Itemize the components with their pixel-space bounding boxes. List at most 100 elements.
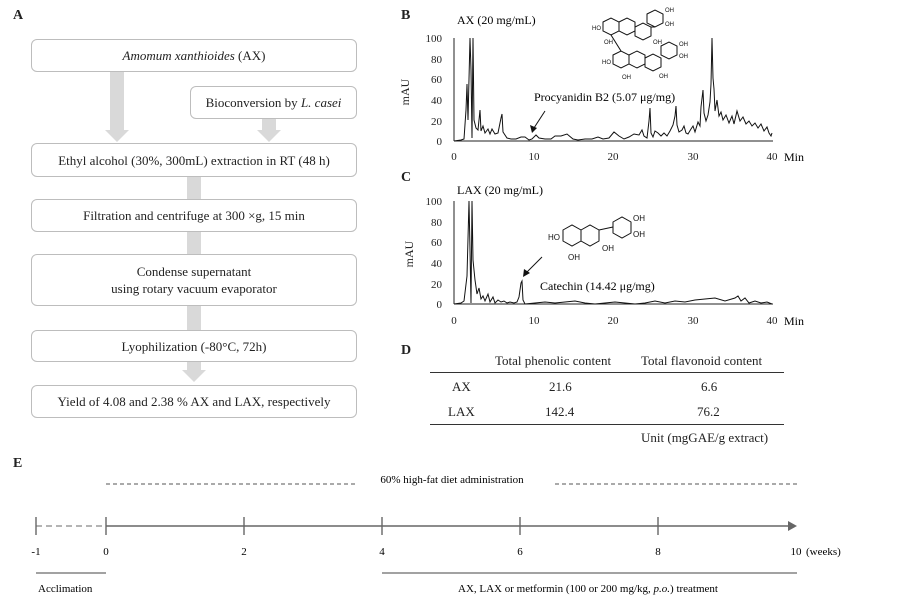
atom-label: OH — [659, 74, 668, 80]
timeline-tick-labels: -1 0 2 4 6 8 10 — [31, 546, 802, 558]
treatment-text: AX, LAX or metformin (100 or 200 mg/kg, — [458, 583, 654, 595]
atom-label: OH — [665, 8, 674, 14]
y-tick-label: 100 — [426, 33, 443, 45]
chromatogram-trace — [453, 37, 773, 142]
atom-label: OH — [633, 214, 645, 223]
filtration-text: Filtration and centrifuge at 300 ×g, 15 … — [83, 208, 305, 223]
flow-arrow-shaft — [187, 177, 201, 199]
flow-step-lyophilization: Lyophilization (-80°C, 72h) — [31, 330, 357, 362]
y-tick-label: 80 — [431, 217, 443, 229]
week-label: 6 — [517, 546, 523, 558]
timeline-ticks — [35, 517, 659, 535]
experiment-timeline: 60% high-fat diet administration -1 0 2 … — [31, 474, 841, 595]
y-tick-label: 0 — [437, 299, 443, 311]
catechin-atoms: HO OH OH OH OH — [548, 214, 645, 262]
flow-arrow-shaft — [187, 362, 201, 370]
y-tick-label: 20 — [431, 116, 443, 128]
chromatogram-lax-label: LAX (20 mg/mL) — [457, 183, 543, 197]
flow-step-condense: Condense supernatant using rotary vacuum… — [31, 254, 357, 306]
panel-label-c: C — [401, 170, 412, 185]
y-tick-label: 60 — [431, 237, 443, 249]
atom-label: OH — [622, 75, 631, 81]
week-label: 2 — [241, 546, 247, 558]
chromatogram-ax-label: AX (20 mg/mL) — [457, 13, 536, 27]
x-axis-unit: Min — [784, 314, 804, 328]
flow-arrow-head — [105, 130, 129, 142]
strain-name: L. casei — [300, 95, 342, 110]
flow-arrow-shaft — [187, 232, 201, 254]
condense-line-1: Condense supernatant — [136, 264, 252, 279]
x-tick-label: 30 — [688, 151, 700, 163]
week-unit: (weeks) — [806, 546, 841, 558]
y-tick-label: 80 — [431, 54, 443, 66]
flow-arrow-head — [257, 130, 281, 142]
x-tick-label: 0 — [451, 315, 457, 327]
diet-period-label: 60% high-fat diet administration — [380, 474, 524, 486]
x-tick-label: 40 — [767, 315, 779, 327]
table-unit: Unit (mgGAE/g extract) — [641, 430, 769, 445]
atom-label: HO — [548, 233, 560, 242]
panel-label-b: B — [401, 8, 411, 23]
y-tick-labels: 100 80 60 40 20 0 — [426, 33, 443, 148]
y-tick-label: 40 — [431, 95, 443, 107]
y-tick-label: 40 — [431, 258, 443, 270]
y-tick-label: 100 — [426, 196, 443, 208]
table-header-flavonoid: Total flavonoid content — [641, 353, 763, 368]
x-tick-labels: 0 10 20 30 40 — [451, 151, 778, 163]
condense-line-2: using rotary vacuum evaporator — [111, 281, 277, 296]
species-name: Amomum xanthioides — [122, 48, 235, 63]
table-row-label: LAX — [448, 404, 475, 419]
x-axis-unit: Min — [784, 150, 804, 164]
panel-label-e: E — [13, 456, 23, 471]
y-tick-label: 20 — [431, 279, 443, 291]
flow-step-filtration: Filtration and centrifuge at 300 ×g, 15 … — [31, 199, 357, 232]
x-tick-label: 10 — [529, 151, 541, 163]
catechin-structure — [562, 216, 632, 247]
x-tick-label: 40 — [767, 151, 779, 163]
table-rule-bottom — [430, 424, 784, 425]
annotation-arrowhead — [530, 125, 537, 133]
species-abbrev: (AX) — [234, 48, 266, 63]
chromatogram-trace — [453, 200, 773, 305]
flow-step-extraction: Ethyl alcohol (30%, 300mL) extraction in… — [31, 143, 357, 177]
table-cell-phenolic: 142.4 — [545, 404, 575, 419]
acclimation-label: Acclimation — [38, 583, 93, 595]
table-cell-flavonoid: 6.6 — [701, 379, 718, 394]
atom-label: HO — [602, 60, 611, 66]
week-label: 0 — [103, 546, 109, 558]
x-tick-labels: 0 10 20 30 40 — [451, 315, 778, 327]
chromatogram-lax: LAX (20 mg/mL) mAU 100 80 60 40 20 0 0 1… — [402, 183, 804, 328]
flow-arrow-shaft — [187, 306, 201, 330]
treatment-route: p.o. — [653, 583, 671, 595]
atom-label: HO — [592, 26, 601, 32]
procyanidin-annotation: Procyanidin B2 (5.07 μg/mg) — [534, 90, 675, 104]
yield-text: Yield of 4.08 and 2.38 % AX and LAX, res… — [57, 394, 331, 409]
flow-step-bioconversion: Bioconversion by L. casei — [190, 86, 357, 119]
procyanidin-b2-structure — [602, 9, 678, 72]
bioconversion-text: Bioconversion by — [205, 95, 301, 110]
y-axis-label: mAU — [402, 240, 416, 267]
x-tick-label: 20 — [608, 315, 620, 327]
table-cell-flavonoid: 76.2 — [697, 404, 720, 419]
table-row-label: AX — [452, 379, 471, 394]
atom-label: OH — [679, 42, 688, 48]
chromatogram-ax: AX (20 mg/mL) mAU 100 80 60 40 20 0 0 10… — [398, 8, 804, 164]
atom-label: OH — [568, 253, 580, 262]
table-cell-phenolic: 21.6 — [549, 379, 572, 394]
flow-step-plant: Amomum xanthioides (AX) — [31, 39, 357, 72]
x-tick-label: 10 — [529, 315, 541, 327]
week-label: 8 — [655, 546, 661, 558]
atom-label: OH — [633, 230, 645, 239]
atom-label: OH — [602, 244, 614, 253]
week-label: 10 — [791, 546, 803, 558]
treatment-text-end: ) treatment — [670, 583, 718, 595]
y-tick-label: 0 — [437, 136, 443, 148]
atom-label: OH — [679, 54, 688, 60]
treatment-label: AX, LAX or metformin (100 or 200 mg/kg, … — [458, 583, 718, 595]
y-tick-label: 60 — [431, 74, 443, 86]
flow-arrow-head — [182, 370, 206, 382]
extraction-text: Ethyl alcohol (30%, 300mL) extraction in… — [58, 152, 330, 168]
y-tick-labels: 100 80 60 40 20 0 — [426, 196, 443, 311]
table-rule-top — [430, 372, 784, 373]
x-tick-label: 0 — [451, 151, 457, 163]
